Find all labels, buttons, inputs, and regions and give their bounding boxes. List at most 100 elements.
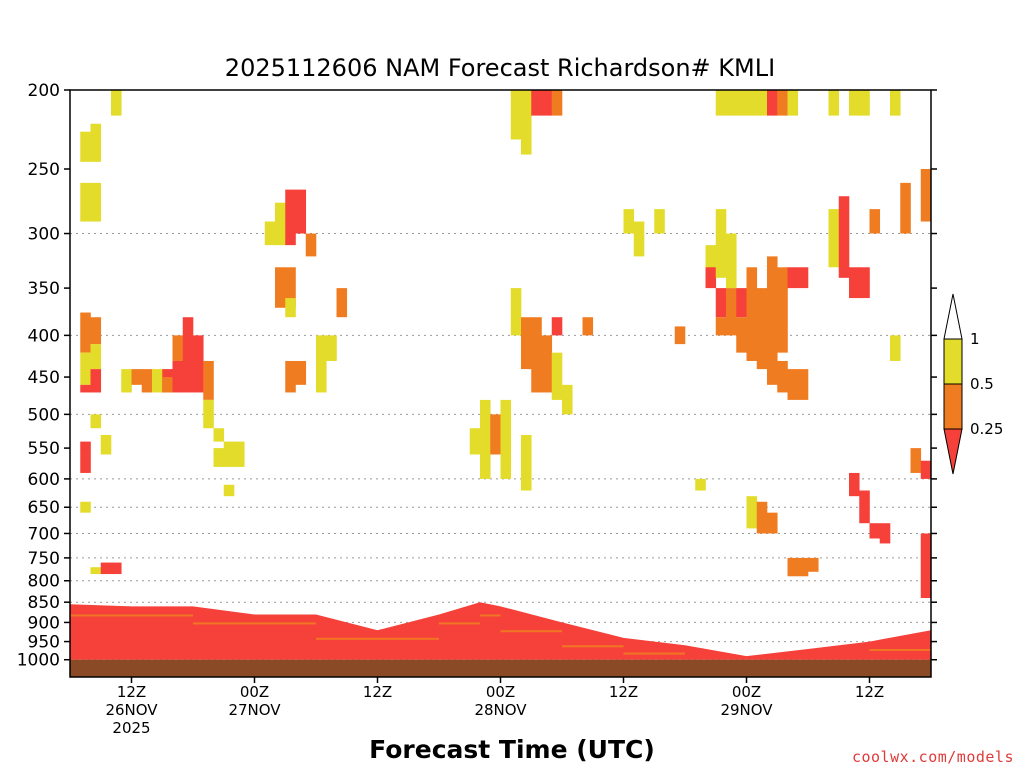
boundary-layer-strip (480, 614, 501, 617)
heatmap-cell (797, 267, 809, 289)
x-tick-label: 2025 (112, 719, 150, 737)
heatmap-cell (203, 399, 214, 429)
legend-arrow-bottom (943, 428, 963, 475)
heatmap-cell (295, 360, 307, 385)
heatmap-cell (746, 496, 758, 529)
boundary-layer-strip (562, 645, 624, 648)
heatmap-cell (910, 448, 922, 473)
boundary-layer-strip (623, 652, 685, 655)
heatmap-cell (756, 90, 768, 116)
heatmap-cell (890, 335, 901, 361)
heatmap-cell (726, 90, 737, 116)
heatmap-cell (787, 267, 799, 289)
heatmap-cell (890, 90, 901, 116)
boundary-layer-strip (131, 614, 193, 617)
heatmap-cell (715, 317, 727, 336)
heatmap-cell (531, 317, 542, 393)
heatmap-cell (705, 267, 717, 289)
heatmap-cell (541, 335, 553, 393)
heatmap-cell (869, 523, 881, 539)
y-tick-label: 650 (28, 498, 60, 518)
heatmap-cell (80, 352, 91, 385)
heatmap-cell (264, 221, 276, 246)
heatmap-cell (849, 90, 860, 116)
chart-title: 2025112606 NAM Forecast Richardson# KMLI (225, 54, 775, 82)
heatmap-cell (80, 312, 91, 353)
plot-area (69, 89, 932, 678)
heatmap-cell (736, 90, 747, 116)
heatmap-cell (531, 90, 542, 116)
boundary-layer-band (70, 602, 931, 660)
heatmap-cell (767, 90, 778, 116)
heatmap-cell (633, 221, 645, 257)
heatmap-cell (316, 335, 327, 393)
legend-bin (943, 383, 963, 430)
heatmap-cell (100, 562, 112, 575)
heatmap-cell (80, 501, 91, 513)
heatmap-cell (510, 288, 522, 336)
heatmap-cell (715, 209, 727, 278)
heatmap-cell (285, 189, 296, 246)
x-tick-label: 00Z (486, 683, 515, 701)
heatmap-cell (285, 360, 296, 393)
heatmap-cell (521, 434, 532, 491)
heatmap-cell (90, 414, 102, 429)
heatmap-cell (726, 233, 737, 289)
heatmap-cell (920, 168, 932, 222)
y-tick-label: 300 (28, 225, 60, 245)
heatmap-cell (695, 478, 706, 491)
heatmap-cell (777, 360, 788, 393)
x-tick-label: 12Z (117, 683, 146, 701)
heatmap-cell (551, 317, 563, 336)
heatmap-cell (849, 267, 860, 299)
x-tick-label: 00Z (732, 683, 761, 701)
heatmap-cell (90, 317, 102, 345)
boundary-layer-strip (500, 630, 562, 633)
boundary-layer-strip (439, 622, 480, 625)
heatmap-cells (80, 90, 932, 599)
heatmap-cell (80, 454, 91, 473)
heatmap-cell (756, 501, 768, 534)
heatmap-cell (285, 267, 296, 308)
heatmap-cell (777, 90, 788, 116)
y-tick-label: 950 (28, 633, 60, 653)
heatmap-cell (285, 298, 296, 318)
heatmap-cell (90, 369, 102, 393)
heatmap-cell (223, 441, 235, 467)
heatmap-cell (521, 317, 532, 370)
heatmap-cell (623, 209, 635, 234)
heatmap-cell (705, 245, 717, 278)
y-tick-label: 500 (28, 405, 60, 425)
x-tick-label: 29NOV (720, 701, 773, 719)
heatmap-cell (859, 90, 870, 116)
heatmap-cell (715, 288, 727, 318)
heatmap-cell (654, 209, 665, 234)
heatmap-cell (223, 484, 235, 497)
heatmap-cell (920, 533, 932, 599)
heatmap-cell (920, 460, 932, 479)
heatmap-cell (336, 288, 348, 318)
heatmap-cell (746, 267, 758, 361)
heatmap-cell (80, 131, 91, 162)
heatmap-cell (746, 90, 758, 116)
heatmap-cell (715, 90, 727, 116)
heatmap-cell (787, 557, 799, 577)
x-axis-label: Forecast Time (UTC) (369, 735, 655, 764)
heatmap-cell (111, 90, 122, 116)
heatmap-cell (275, 202, 286, 246)
y-tick-label: 1000 (17, 651, 60, 671)
heatmap-cell (152, 369, 163, 393)
ground-fill (70, 659, 931, 677)
y-tick-label: 200 (28, 81, 60, 101)
legend-label: 0.25 (970, 420, 1003, 438)
heatmap-cell (213, 428, 225, 442)
heatmap-cell (777, 267, 788, 353)
y-axis: 200 250 300 350 400 450 500 550 600 650 700 750 8008… (17, 81, 937, 671)
heatmap-cell (828, 209, 840, 268)
x-tick-label: 27NOV (228, 701, 281, 719)
heatmap-cell (469, 428, 481, 455)
y-tick-label: 600 (28, 470, 60, 490)
heatmap-cell (736, 288, 747, 318)
